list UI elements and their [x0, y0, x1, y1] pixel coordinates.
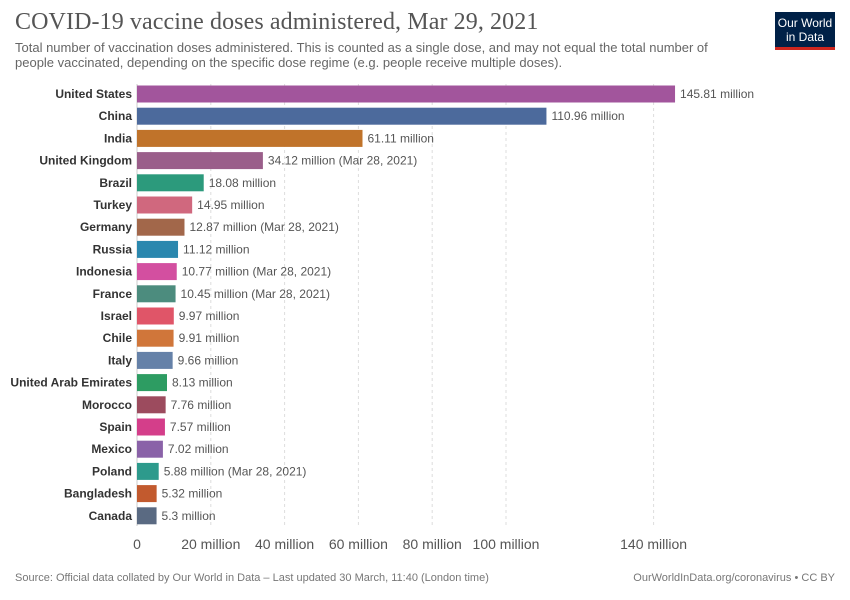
- category-label: Brazil: [99, 176, 132, 190]
- value-label: 9.97 million: [179, 309, 240, 323]
- value-label: 34.12 million (Mar 28, 2021): [268, 154, 417, 168]
- category-label: Indonesia: [76, 265, 132, 279]
- value-label: 7.76 million: [171, 398, 232, 412]
- value-label: 12.87 million (Mar 28, 2021): [189, 220, 338, 234]
- value-label: 110.96 million: [551, 109, 624, 123]
- bar[interactable]: [137, 152, 263, 170]
- value-label: 9.66 million: [178, 353, 239, 367]
- category-label: Italy: [108, 353, 132, 367]
- category-label: Poland: [92, 464, 132, 478]
- value-label: 5.32 million: [162, 487, 223, 501]
- value-label: 8.13 million: [172, 376, 233, 390]
- bar[interactable]: [137, 440, 163, 458]
- bar[interactable]: [137, 107, 547, 125]
- category-label: Mexico: [91, 442, 132, 456]
- bar[interactable]: [137, 485, 157, 503]
- value-label: 10.45 million (Mar 28, 2021): [181, 287, 330, 301]
- bar[interactable]: [137, 329, 174, 347]
- value-labels: 145.81 million 110.96 million 61.11 millio…: [162, 87, 755, 523]
- category-label: Bangladesh: [64, 487, 132, 501]
- bar[interactable]: [137, 418, 165, 436]
- value-label: 145.81 million: [680, 87, 754, 101]
- category-label: United Kingdom: [39, 154, 132, 168]
- value-label: 11.12 million: [183, 242, 249, 256]
- bar[interactable]: [137, 85, 676, 103]
- category-labels: United States China India United Kingdom Bra…: [10, 87, 132, 523]
- logo-line-1: Our World: [777, 16, 833, 30]
- bar[interactable]: [137, 285, 176, 303]
- bars: [137, 85, 676, 525]
- chart-title: COVID-19 vaccine doses administered, Mar…: [15, 9, 539, 35]
- category-label: China: [99, 109, 133, 123]
- x-tick-label: 80 million: [403, 536, 462, 552]
- category-label: Spain: [99, 420, 132, 434]
- gridlines: [136, 84, 655, 526]
- value-label: 18.08 million: [209, 176, 276, 190]
- bar[interactable]: [137, 129, 363, 147]
- value-label: 9.91 million: [179, 331, 240, 345]
- bar[interactable]: [137, 374, 167, 392]
- value-label: 5.3 million: [162, 509, 216, 523]
- category-label: France: [93, 287, 133, 301]
- bar[interactable]: [137, 240, 179, 258]
- x-tick-label: 60 million: [329, 536, 388, 552]
- category-label: Germany: [80, 220, 132, 234]
- category-label: Israel: [101, 309, 132, 323]
- bar[interactable]: [137, 307, 174, 325]
- category-label: Russia: [93, 242, 133, 256]
- bar[interactable]: [137, 351, 173, 369]
- value-label: 10.77 million (Mar 28, 2021): [182, 265, 331, 279]
- category-label: Chile: [103, 331, 133, 345]
- value-label: 61.11 million: [367, 131, 433, 145]
- x-tick-label: 140 million: [620, 536, 687, 552]
- bar[interactable]: [137, 218, 185, 236]
- bar[interactable]: [137, 396, 166, 414]
- credit-link[interactable]: OurWorldInData.org/coronavirus • CC BY: [633, 572, 835, 584]
- value-label: 7.57 million: [170, 420, 231, 434]
- value-label: 7.02 million: [168, 442, 229, 456]
- bar[interactable]: [137, 196, 193, 214]
- x-tick-label: 20 million: [181, 536, 240, 552]
- category-label: Morocco: [82, 398, 132, 412]
- category-label: India: [104, 131, 132, 145]
- chart-subtitle: Total number of vaccination doses admini…: [15, 40, 708, 70]
- logo-line-2: in Data: [785, 30, 825, 44]
- bar[interactable]: [137, 174, 204, 192]
- category-label: Turkey: [94, 198, 133, 212]
- x-axis-ticks: 0 20 million 40 million 60 million 80 millio…: [133, 536, 687, 552]
- source-note: Source: Official data collated by Our Wo…: [15, 572, 489, 584]
- owid-logo[interactable]: Our World in Data: [775, 12, 835, 50]
- bar[interactable]: [137, 507, 157, 525]
- x-tick-label: 100 million: [473, 536, 540, 552]
- category-label: United States: [55, 87, 132, 101]
- x-tick-label: 40 million: [255, 536, 314, 552]
- category-label: Canada: [89, 509, 133, 523]
- value-label: 14.95 million: [197, 198, 264, 212]
- value-label: 5.88 million (Mar 28, 2021): [164, 464, 307, 478]
- category-label: United Arab Emirates: [10, 376, 132, 390]
- bar[interactable]: [137, 263, 177, 281]
- x-tick-label: 0: [133, 536, 141, 552]
- bar[interactable]: [137, 462, 159, 480]
